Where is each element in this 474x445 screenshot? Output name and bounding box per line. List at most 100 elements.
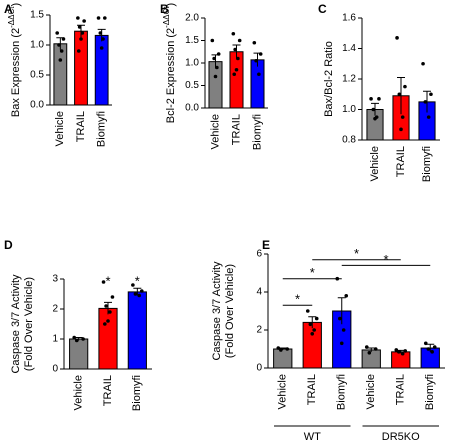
data-point [72, 335, 77, 340]
error-bar [104, 301, 112, 315]
data-point [231, 31, 236, 36]
data-point [312, 328, 316, 332]
data-point [364, 345, 369, 349]
data-point [215, 65, 219, 70]
data-point [276, 346, 281, 350]
data-point [339, 341, 344, 346]
x-tick-label: TRAIL [230, 114, 242, 145]
x-tick-label: Biomyfi [251, 114, 263, 150]
data-point [57, 43, 61, 47]
data-point [279, 348, 283, 352]
panel-letter: C [318, 2, 327, 16]
panel-letter: B [160, 2, 169, 16]
y-axis-label-end: ) [165, 3, 177, 7]
error-bar [367, 347, 376, 352]
data-point [213, 74, 218, 79]
data-point [430, 350, 434, 354]
data-point [310, 332, 315, 336]
y-axis-label: Bcl-2 Expression (2-ΔΔCt) [162, 3, 177, 123]
data-point [59, 49, 64, 53]
bar [94, 34, 109, 106]
data-point [373, 116, 377, 121]
significance-label: * [295, 292, 300, 307]
y-tick-label: 3 [52, 274, 58, 285]
error-bar [426, 343, 435, 352]
data-point [394, 348, 399, 352]
data-point [103, 16, 107, 20]
data-point [397, 350, 401, 354]
x-tick-label: Vehicle [369, 146, 381, 181]
data-point [399, 127, 403, 132]
y-axis-label-superscript: -ΔΔCt [7, 6, 16, 28]
y-tick-label: 2.0 [185, 13, 199, 24]
data-point [237, 38, 242, 43]
bar [53, 43, 68, 106]
y-tick-label: 1.0 [30, 40, 44, 51]
y-tick-label: 2 [256, 325, 262, 336]
data-point [403, 84, 407, 89]
significance-label: * [135, 273, 140, 288]
y-axis-label-end: ) [10, 3, 22, 7]
data-point [400, 351, 405, 356]
y-axis-label-superscript: -ΔΔCt [162, 6, 171, 28]
data-point [426, 115, 431, 119]
data-point [308, 322, 313, 327]
data-point [61, 37, 66, 41]
error-bar [133, 287, 142, 296]
data-point [139, 289, 144, 293]
x-tick-label: TRAIL [102, 375, 114, 406]
data-point [395, 36, 399, 40]
data-point [74, 338, 79, 343]
data-point [106, 319, 110, 323]
data-point [101, 280, 106, 284]
error-bar [232, 44, 241, 59]
y-tick-label: 0.5 [30, 70, 44, 81]
data-point [371, 107, 376, 112]
data-point [79, 37, 83, 41]
data-point [403, 349, 408, 353]
x-tick-label: Biomyfi [424, 374, 436, 410]
data-point [429, 92, 433, 97]
y-tick-label: 0 [256, 363, 262, 374]
data-point [423, 341, 428, 346]
data-point [55, 31, 59, 35]
x-tick-label: Biomyfi [336, 374, 348, 410]
y-tick-label: 1.6 [342, 13, 356, 24]
y-axis-label: Bax/Bcl-2 Ratio [323, 41, 335, 117]
y-tick-label: 1.0 [185, 58, 199, 69]
bar [229, 51, 244, 109]
data-point [81, 337, 85, 341]
bar [69, 338, 89, 370]
data-point [305, 309, 310, 313]
y-tick-label: 0 [52, 364, 58, 375]
x-tick-label: Vehicle [277, 374, 289, 409]
data-point [373, 347, 378, 351]
error-bar [337, 297, 346, 325]
x-tick-label: TRAIL [306, 374, 318, 405]
data-point [344, 294, 349, 298]
y-tick-label: 2 [52, 304, 58, 315]
significance-label: * [105, 273, 110, 288]
data-point [341, 328, 346, 332]
data-point [232, 72, 237, 77]
y-axis-label: Caspase 3/7 Activity [211, 261, 223, 361]
bar [74, 30, 88, 106]
panel-letter: E [262, 238, 270, 252]
data-point [285, 347, 290, 351]
y-tick-label: 1.5 [30, 10, 44, 21]
data-point [432, 345, 437, 349]
data-point [369, 97, 373, 101]
data-point [210, 38, 215, 43]
bar [302, 321, 322, 369]
data-point [82, 19, 86, 23]
data-point [76, 49, 81, 53]
x-tick-label: Biomyfi [96, 111, 108, 147]
data-point [101, 37, 105, 41]
y-tick-label: 0.5 [185, 80, 199, 91]
data-point [426, 347, 431, 351]
data-point [397, 92, 402, 97]
data-point [108, 310, 112, 314]
data-point [80, 31, 85, 35]
bar [361, 349, 381, 369]
